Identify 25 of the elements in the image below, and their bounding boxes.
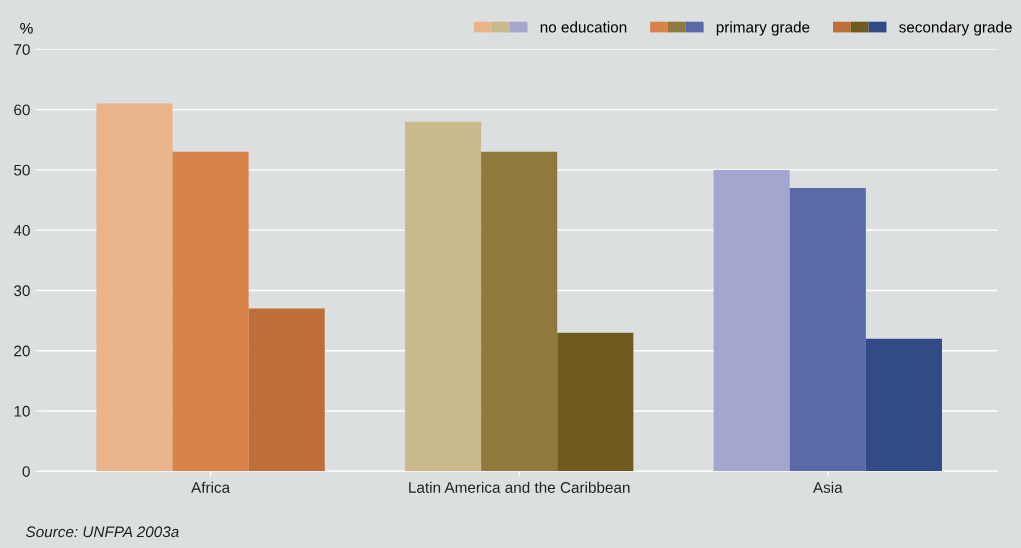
x-tick-label: Africa: [191, 481, 231, 493]
x-tick-label: Asia: [812, 481, 843, 493]
bar: [789, 187, 866, 472]
bar: [404, 121, 482, 472]
y-tick-label: 60: [14, 104, 30, 116]
bar: [481, 151, 558, 472]
x-tick-label: Latin America and the Caribbean: [409, 481, 630, 493]
y-tick-label: 20: [14, 345, 30, 357]
y-tick-label: 50: [14, 164, 30, 176]
y-axis-title: %: [20, 22, 33, 34]
source-note: Source: UNFPA 2003a: [25, 526, 179, 538]
y-tick-label: 10: [14, 405, 30, 417]
bar: [557, 332, 634, 472]
legend-label: primary grade: [716, 21, 810, 36]
legend-label: secondary grade: [899, 21, 1012, 36]
bar: [172, 151, 249, 472]
legend-label: no education: [540, 21, 627, 33]
y-tick-label: 70: [14, 44, 30, 56]
bar: [713, 169, 790, 472]
bar: [248, 308, 325, 472]
bar: [96, 103, 173, 472]
bar: [865, 338, 942, 472]
y-tick-label: 30: [14, 285, 30, 297]
y-tick-label: 0: [22, 466, 30, 477]
y-tick-label: 40: [13, 225, 30, 236]
